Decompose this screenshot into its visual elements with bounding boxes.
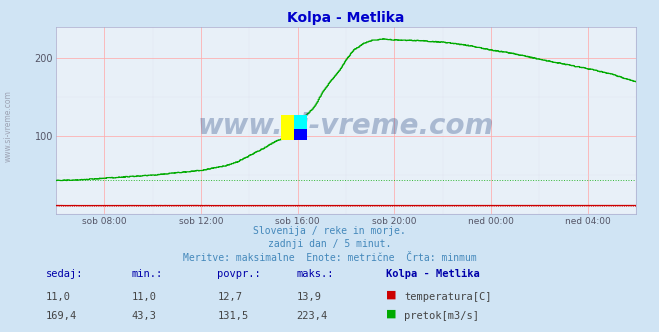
Text: ■: ■ xyxy=(386,309,396,319)
Text: 13,9: 13,9 xyxy=(297,292,322,302)
Text: min.:: min.: xyxy=(132,269,163,279)
Text: maks.:: maks.: xyxy=(297,269,334,279)
Text: sedaj:: sedaj: xyxy=(46,269,84,279)
Text: Kolpa - Metlika: Kolpa - Metlika xyxy=(386,269,479,279)
Bar xyxy=(294,128,307,140)
Text: 11,0: 11,0 xyxy=(132,292,157,302)
Text: 223,4: 223,4 xyxy=(297,311,328,321)
Text: ■: ■ xyxy=(386,290,396,300)
Text: povpr.:: povpr.: xyxy=(217,269,261,279)
Bar xyxy=(281,115,294,140)
Text: 11,0: 11,0 xyxy=(46,292,71,302)
Text: Meritve: maksimalne  Enote: metrične  Črta: minmum: Meritve: maksimalne Enote: metrične Črta… xyxy=(183,253,476,263)
Text: 131,5: 131,5 xyxy=(217,311,248,321)
Bar xyxy=(294,115,307,128)
Text: zadnji dan / 5 minut.: zadnji dan / 5 minut. xyxy=(268,239,391,249)
Text: 43,3: 43,3 xyxy=(132,311,157,321)
Text: www.si-vreme.com: www.si-vreme.com xyxy=(4,90,13,162)
Text: temperatura[C]: temperatura[C] xyxy=(404,292,492,302)
Text: 12,7: 12,7 xyxy=(217,292,243,302)
Text: www.si-vreme.com: www.si-vreme.com xyxy=(198,112,494,140)
Text: Slovenija / reke in morje.: Slovenija / reke in morje. xyxy=(253,226,406,236)
Title: Kolpa - Metlika: Kolpa - Metlika xyxy=(287,11,405,25)
Text: pretok[m3/s]: pretok[m3/s] xyxy=(404,311,479,321)
Text: 169,4: 169,4 xyxy=(46,311,77,321)
